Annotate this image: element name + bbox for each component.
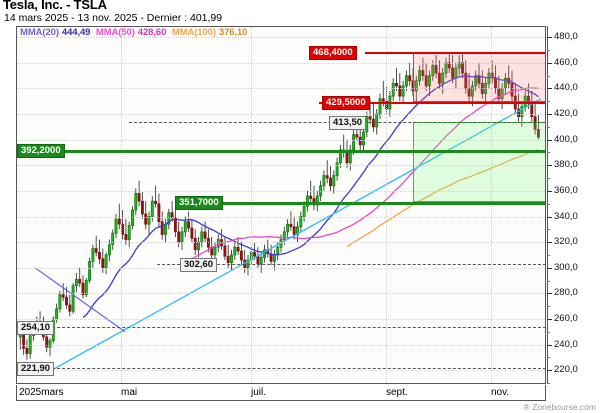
y-axis-line: [547, 26, 548, 384]
grid-line-horizontal: [17, 242, 545, 244]
last-price-tag[interactable]: 413,50: [329, 116, 367, 131]
grid-line-horizontal: [17, 37, 545, 39]
y-axis-label: 220,0: [554, 364, 578, 376]
grid-line-horizontal: [17, 165, 545, 167]
grid-line-horizontal: [17, 139, 545, 141]
y-axis-label: 360,0: [554, 184, 578, 196]
support-mid-tag[interactable]: 351,7000: [175, 195, 223, 210]
grid-line-vertical: [251, 27, 252, 383]
grid-line-horizontal: [17, 190, 545, 192]
y-axis-tick: [547, 62, 552, 64]
legend-mma100-label: MMA(100): [171, 27, 216, 38]
x-axis-label: nov.: [491, 387, 510, 398]
y-axis-tick: [547, 370, 552, 372]
y-axis-tick: [547, 139, 552, 141]
y-axis-tick-minor: [547, 383, 550, 384]
grid-line-vertical: [121, 27, 122, 383]
y-axis-tick-minor: [547, 229, 550, 231]
x-axis: 2025mars mai juil. sept. nov.: [16, 385, 546, 401]
grid-line-horizontal: [17, 62, 545, 64]
price-level-line: [319, 101, 545, 104]
grid-line-horizontal: [17, 318, 545, 320]
grid-line-horizontal: [17, 293, 545, 295]
price-level-line: [157, 264, 545, 266]
legend-mma20-label: MMA(20): [20, 27, 59, 38]
grid-line-horizontal: [17, 88, 545, 90]
x-axis-label: mai: [121, 387, 138, 398]
y-axis-label: 480,0: [554, 31, 578, 43]
y-axis-tick: [547, 37, 552, 39]
pivot-price-tag[interactable]: 302,60: [180, 258, 218, 273]
y-axis-label: 380,0: [554, 159, 578, 171]
y-axis-tick-minor: [547, 178, 550, 180]
y-axis-tick: [547, 344, 552, 346]
chart-subtitle: 14 mars 2025 - 13 nov. 2025 - Dernier : …: [4, 12, 223, 24]
grid-line-horizontal: [17, 216, 545, 218]
y-axis-tick: [547, 114, 552, 116]
y-axis-tick: [547, 216, 552, 218]
y-axis-label: 280,0: [554, 287, 578, 299]
y-axis-tick-minor: [547, 306, 550, 308]
y-axis-tick-minor: [547, 152, 550, 154]
y-axis-tick: [547, 165, 552, 167]
y-axis-label: 440,0: [554, 82, 578, 94]
y-axis-tick-minor: [547, 75, 550, 77]
chart-plot-area[interactable]: 468,4000 429,5000 392,2000 351,7000 413,50 30…: [16, 26, 546, 384]
support-zone[interactable]: [413, 122, 545, 202]
price-level-line: [17, 326, 545, 328]
moving-average-legend: MMA(20) 444,49 MMA(50) 428,60 MMA(100) 376,…: [20, 27, 250, 38]
y-axis-label: 420,0: [554, 108, 578, 120]
x-axis-label: sept.: [386, 387, 408, 398]
page-title: Tesla, Inc. - TSLA: [3, 0, 107, 12]
grid-line-horizontal: [17, 114, 545, 116]
legend-mma50-label: MMA(50): [95, 27, 135, 38]
y-axis-tick-minor: [547, 331, 550, 333]
legend-mma20-value: 444,49: [61, 27, 91, 38]
y-axis-tick: [547, 242, 552, 244]
y-axis-tick-minor: [547, 126, 550, 128]
grid-line-horizontal: [17, 267, 545, 269]
price-level-line: [17, 149, 545, 153]
y-axis-label: 260,0: [554, 312, 578, 324]
y-axis-tick-minor: [547, 101, 550, 103]
y-axis-tick: [547, 318, 552, 320]
y-axis-tick-minor: [547, 50, 550, 52]
grid-line-vertical: [491, 27, 492, 383]
support-high-tag[interactable]: 392,2000: [17, 143, 65, 158]
grid-line-vertical: [386, 27, 387, 383]
price-level-line: [17, 367, 545, 369]
y-axis-label: 320,0: [554, 236, 578, 248]
resistance-zone[interactable]: [413, 52, 545, 102]
y-axis-tick: [547, 267, 552, 269]
y-axis-label: 300,0: [554, 261, 578, 273]
y-axis-tick-minor: [547, 203, 550, 205]
level-221-tag[interactable]: 221,90: [17, 361, 55, 376]
y-axis-label: 460,0: [554, 56, 578, 68]
grid-line-horizontal: [17, 344, 545, 346]
watermark: ® Zonebourse.com: [523, 402, 596, 412]
y-axis-tick-minor: [547, 280, 550, 282]
x-axis-label: 2025mars: [19, 387, 64, 398]
y-axis-label: 240,0: [554, 338, 578, 350]
y-axis-tick-minor: [547, 357, 550, 359]
level-254-tag[interactable]: 254,10: [17, 320, 55, 335]
y-axis-label: 400,0: [554, 133, 578, 145]
legend-mma100-value: 376,10: [218, 27, 248, 38]
chart-canvas: [18, 52, 542, 374]
resistance-high-tag[interactable]: 468,4000: [309, 46, 357, 61]
y-axis-label: 340,0: [554, 210, 578, 222]
x-axis-label: juil.: [251, 387, 267, 398]
y-axis-tick: [547, 88, 552, 90]
y-axis-tick-minor: [547, 254, 550, 256]
legend-mma50-value: 428,60: [137, 27, 167, 38]
grid-line-horizontal: [17, 370, 545, 372]
y-axis-tick: [547, 190, 552, 192]
price-level-line: [365, 52, 545, 55]
resistance-low-tag[interactable]: 429,5000: [322, 95, 370, 110]
y-axis-tick: [547, 293, 552, 295]
price-level-line: [175, 201, 545, 205]
